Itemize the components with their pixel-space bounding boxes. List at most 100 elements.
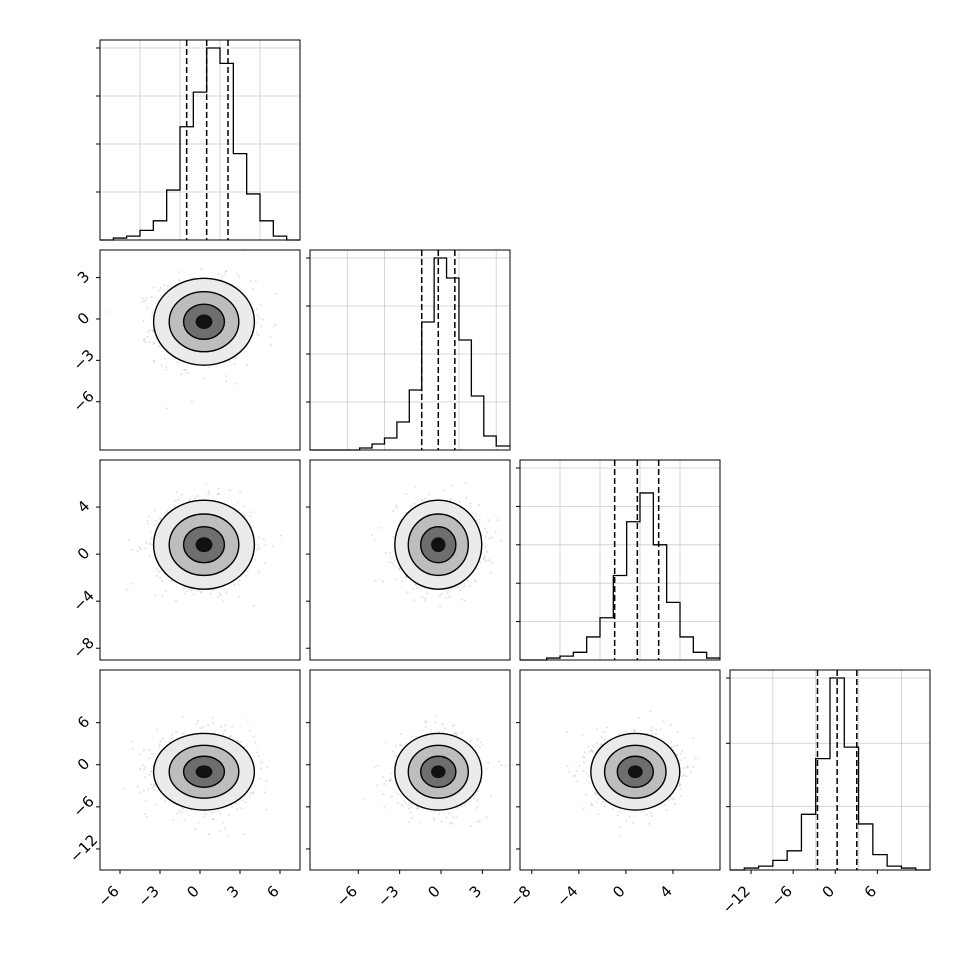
sample-point (265, 766, 268, 769)
sample-point (376, 764, 379, 767)
sample-point (249, 515, 252, 518)
sample-point (225, 375, 228, 377)
sample-point (475, 513, 478, 516)
sample-point (165, 366, 168, 369)
sample-point (463, 804, 466, 807)
sample-point (679, 759, 682, 762)
sample-point (183, 592, 186, 595)
sample-point (602, 800, 604, 803)
sample-point (229, 360, 231, 363)
sample-point (176, 361, 179, 364)
sample-point (154, 594, 157, 597)
sample-point (197, 719, 200, 722)
sample-point (159, 516, 162, 519)
sample-point (485, 767, 488, 770)
sample-point (416, 807, 419, 810)
sample-point (131, 748, 134, 751)
sample-point (180, 372, 183, 375)
sample-point (255, 331, 258, 334)
sample-point (476, 519, 478, 522)
sample-point (199, 591, 202, 594)
sample-point (404, 493, 407, 496)
sample-point (420, 499, 423, 502)
sample-point (444, 727, 447, 730)
sample-point (163, 284, 166, 286)
sample-point (392, 510, 395, 512)
sample-point (504, 764, 507, 767)
sample-point (438, 595, 441, 598)
sample-point (144, 776, 146, 779)
sample-point (253, 784, 256, 787)
sample-point (247, 569, 249, 572)
sample-point (485, 816, 488, 819)
sample-point (410, 811, 412, 814)
sample-point (222, 732, 225, 735)
sample-point (395, 504, 398, 507)
sample-point (217, 272, 220, 275)
sample-point (219, 829, 222, 832)
sample-point (455, 816, 458, 819)
sample-point (150, 543, 153, 546)
sample-point (662, 720, 665, 723)
sample-point (138, 791, 141, 794)
sample-point (401, 805, 404, 808)
sample-point (391, 750, 394, 753)
sample-point (229, 489, 232, 491)
sample-point (261, 318, 264, 321)
hist-panel-0 (96, 39, 301, 241)
sample-point (473, 797, 475, 800)
sample-point (219, 593, 222, 596)
sample-point (160, 740, 163, 743)
sample-point (578, 765, 581, 768)
sample-point (452, 816, 455, 819)
sample-point (212, 818, 215, 821)
sample-point (220, 725, 223, 728)
sample-point (157, 289, 160, 292)
panel-background (520, 460, 720, 660)
sample-point (433, 817, 436, 820)
sample-point (154, 523, 157, 526)
sample-point (143, 337, 146, 340)
sample-point (146, 522, 149, 525)
sample-point (445, 596, 448, 599)
sample-point (150, 296, 153, 299)
sample-point (148, 757, 151, 760)
sample-point (152, 360, 155, 363)
panel-2-1 (306, 459, 511, 661)
sample-point (438, 813, 441, 816)
sample-point (446, 590, 449, 592)
sample-point (171, 734, 173, 737)
sample-point (144, 547, 147, 550)
sample-point (433, 810, 436, 813)
sample-point (202, 726, 204, 729)
sample-point (233, 362, 236, 365)
sample-point (146, 335, 149, 338)
sample-point (419, 588, 422, 590)
sample-point (164, 590, 167, 593)
sample-point (243, 514, 245, 516)
sample-point (141, 300, 144, 303)
sample-point (373, 539, 376, 542)
sample-point (173, 505, 176, 507)
sample-point (148, 749, 151, 752)
sample-point (464, 599, 467, 602)
sample-point (410, 806, 413, 809)
sample-point (144, 813, 146, 816)
sample-point (150, 770, 153, 773)
sample-point (451, 725, 454, 727)
sample-point (143, 299, 146, 302)
sample-point (453, 724, 456, 726)
sample-point (221, 821, 224, 824)
sample-point (183, 587, 186, 590)
density-contour (195, 314, 213, 329)
sample-point (148, 340, 151, 343)
sample-point (257, 544, 259, 547)
sample-point (177, 498, 180, 501)
sample-point (398, 568, 401, 571)
sample-point (445, 816, 448, 819)
sample-point (169, 580, 172, 583)
sample-point (139, 753, 142, 756)
sample-point (581, 733, 584, 736)
panel-frame (99, 459, 301, 661)
